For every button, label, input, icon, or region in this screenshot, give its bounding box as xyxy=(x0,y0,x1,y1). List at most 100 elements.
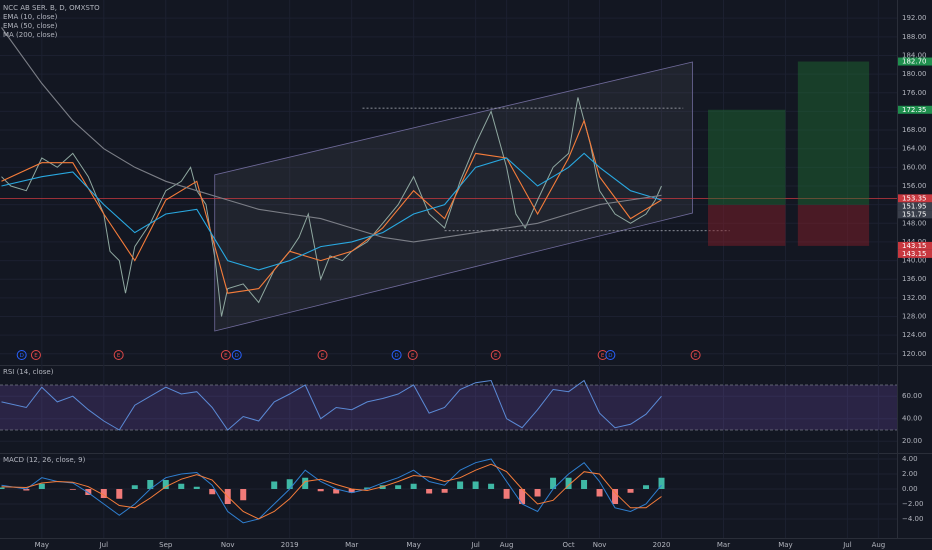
event-label: E xyxy=(601,353,605,359)
y-tick-label: 132.00 xyxy=(902,294,927,302)
x-tick-label: May xyxy=(778,541,792,549)
price-label-box xyxy=(898,249,932,258)
y-tick-label: 0.00 xyxy=(902,485,918,493)
macd-line xyxy=(1,458,662,524)
price-label: 151.95 xyxy=(902,202,927,210)
macd-histogram-bar xyxy=(38,483,45,489)
event-marker xyxy=(407,350,418,360)
legend-entry: MA (200, close) xyxy=(3,31,58,39)
macd-histogram-bar xyxy=(178,483,185,489)
y-tick-label: 192.00 xyxy=(902,14,927,22)
y-tick-label: 124.00 xyxy=(902,331,927,339)
x-tick-label: Nov xyxy=(593,541,607,549)
macd-histogram-bar xyxy=(596,488,603,497)
macd-histogram-bar xyxy=(317,488,324,492)
event-label: E xyxy=(411,353,415,359)
y-tick-label: 136.00 xyxy=(902,275,927,283)
position-stop xyxy=(707,204,786,246)
price-label: 172.35 xyxy=(902,106,927,114)
macd-histogram-bar xyxy=(69,488,76,490)
price-label-box xyxy=(898,202,932,211)
x-tick-label: Oct xyxy=(563,541,575,549)
macd-histogram-bar xyxy=(162,479,169,489)
price-label-box xyxy=(898,241,932,250)
macd-histogram-bar xyxy=(240,488,247,501)
x-tick-label: Jul xyxy=(99,541,109,549)
macd-histogram-bar xyxy=(410,483,417,489)
pane-title: MACD (12, 26, close, 9) xyxy=(3,456,86,464)
price-label-box xyxy=(898,194,932,203)
rsi-band xyxy=(0,384,897,430)
event-label: E xyxy=(321,353,325,359)
macd-histogram-bar xyxy=(302,477,309,489)
indicator-line xyxy=(1,152,662,271)
close-line xyxy=(1,97,662,317)
y-tick-label: 160.00 xyxy=(902,163,927,171)
event-label: E xyxy=(224,353,228,359)
x-tick-label: Jul xyxy=(470,541,480,549)
y-tick-label: −4.00 xyxy=(902,515,923,523)
event-marker xyxy=(16,350,27,360)
price-label-box xyxy=(898,105,932,114)
event-label: D xyxy=(394,353,398,359)
macd-histogram-bar xyxy=(550,477,557,489)
macd-histogram-bar xyxy=(488,483,495,489)
y-tick-label: 180.00 xyxy=(902,70,927,78)
price-label: 151.75 xyxy=(902,210,927,218)
macd-histogram-bar xyxy=(85,488,92,495)
macd-histogram-bar xyxy=(457,481,464,489)
macd-histogram-bar xyxy=(286,479,293,489)
y-tick-label: 140.00 xyxy=(902,257,927,265)
event-label: D xyxy=(235,353,239,359)
event-label: D xyxy=(608,353,612,359)
macd-histogram-bar xyxy=(395,485,402,489)
macd-histogram-bar xyxy=(147,479,154,489)
macd-line xyxy=(1,463,662,520)
x-tick-label: May xyxy=(35,541,49,549)
macd-histogram-bar xyxy=(612,488,619,505)
macd-histogram-bar xyxy=(333,488,340,494)
price-label: 182.70 xyxy=(902,58,927,66)
macd-histogram-bar xyxy=(100,488,107,499)
position-stop xyxy=(797,204,870,246)
y-tick-label: 176.00 xyxy=(902,89,927,97)
macd-histogram-bar xyxy=(643,485,650,489)
x-tick-label: Jul xyxy=(842,541,852,549)
legend-title: NCC AB SER. B, D, OMXSTO xyxy=(3,4,100,12)
event-marker xyxy=(391,350,402,360)
y-tick-label: 164.00 xyxy=(902,145,927,153)
y-tick-label: 40.00 xyxy=(902,415,922,423)
event-marker xyxy=(220,350,231,360)
x-tick-label: May xyxy=(406,541,420,549)
event-label: D xyxy=(20,353,24,359)
position-target xyxy=(707,109,786,205)
indicator-line xyxy=(1,27,662,243)
macd-histogram-bar xyxy=(565,477,572,489)
pane-title: RSI (14, close) xyxy=(3,368,54,376)
macd-histogram-bar xyxy=(503,488,510,499)
position-target xyxy=(797,61,870,205)
macd-histogram-bar xyxy=(209,488,216,495)
macd-histogram-bar xyxy=(658,477,665,489)
macd-histogram-bar xyxy=(627,488,634,493)
y-tick-label: 120.00 xyxy=(902,350,927,358)
macd-histogram-bar xyxy=(193,486,200,489)
y-tick-label: 128.00 xyxy=(902,313,927,321)
y-tick-label: 156.00 xyxy=(902,182,927,190)
event-marker xyxy=(231,350,242,360)
x-tick-label: Mar xyxy=(345,541,358,549)
event-label: E xyxy=(34,353,38,359)
macd-histogram-bar xyxy=(519,488,526,505)
event-label: E xyxy=(694,353,698,359)
x-tick-label: Sep xyxy=(159,541,173,549)
legend-entry: EMA (10, close) xyxy=(3,13,58,21)
price-label: 153.35 xyxy=(902,194,927,202)
event-marker xyxy=(113,350,124,360)
y-tick-label: 60.00 xyxy=(902,392,922,400)
x-tick-label: 2019 xyxy=(281,541,299,549)
macd-histogram-bar xyxy=(131,485,138,489)
rsi-line xyxy=(1,379,662,431)
macd-histogram-bar xyxy=(472,481,479,489)
